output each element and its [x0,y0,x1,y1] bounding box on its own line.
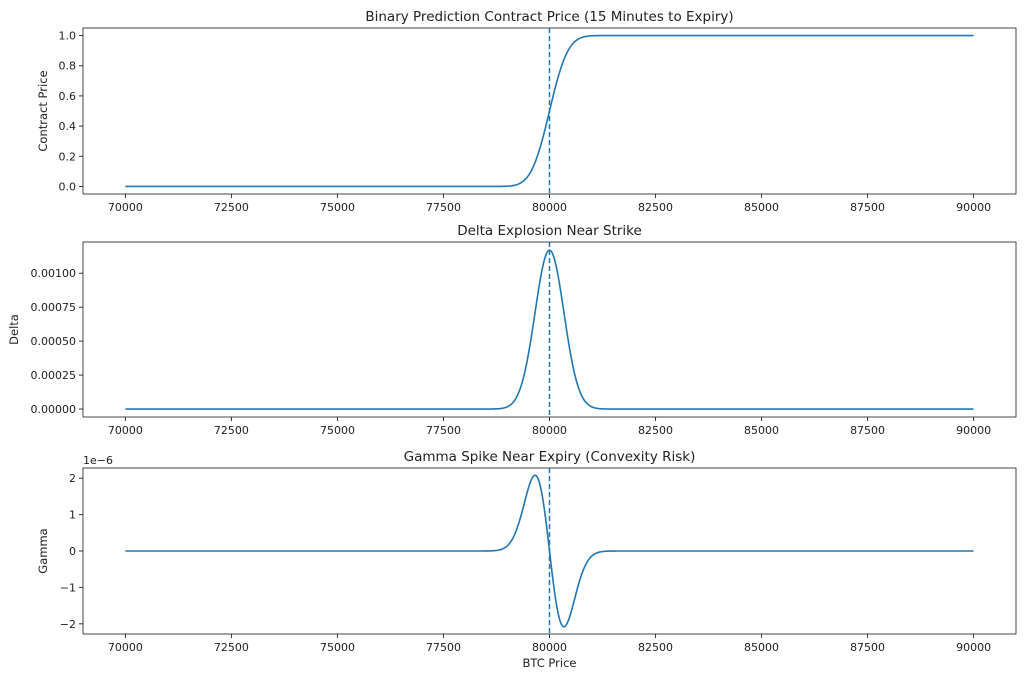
subplot-2: 70000 72500 75000 77500 80000 82500 85000 87500… [7,223,1017,437]
x-tick-label: 70000 [108,641,143,654]
y-tick-label: 0.0 [59,180,77,193]
x-axis-label: BTC Price [523,656,577,670]
x-tick-label: 87500 [850,641,885,654]
x-tick-label: 77500 [426,424,461,437]
y-tick-label: 0 [69,545,76,558]
x-tick-label: 72500 [214,641,249,654]
x-tick-label: 82500 [638,201,673,214]
x-tick-label: 80000 [532,201,567,214]
x-tick-label: 75000 [320,424,355,437]
x-tick-label: 72500 [214,424,249,437]
x-tick-label: 77500 [426,641,461,654]
subplot-title: Binary Prediction Contract Price (15 Min… [365,9,733,25]
x-tick-label: 80000 [532,424,567,437]
x-tick-label: 82500 [638,641,673,654]
y-axis-label: Gamma [36,528,50,573]
x-tick-label: 77500 [426,201,461,214]
y-tick-label: 0.8 [59,60,77,73]
x-tick-label: 75000 [320,641,355,654]
x-tick-label: 72500 [214,201,249,214]
y-tick-label: 2 [69,472,76,485]
y-offset-text: 1e−6 [83,454,113,467]
x-tick-label: 87500 [850,201,885,214]
subplot-title: Delta Explosion Near Strike [457,223,642,239]
x-tick-label: 70000 [108,424,143,437]
y-tick-label: 0.00050 [31,335,77,348]
x-tick-label: 70000 [108,201,143,214]
y-tick-label: −2 [60,618,76,631]
y-tick-label: −1 [60,581,76,594]
x-tick-label: 85000 [744,424,779,437]
x-tick-label: 82500 [638,424,673,437]
y-tick-label: 0.00075 [31,301,77,314]
x-tick-label: 80000 [532,641,567,654]
x-tick-label: 85000 [744,641,779,654]
x-tick-label: 90000 [956,641,991,654]
y-tick-label: 0.2 [59,150,77,163]
y-axis-label: Delta [7,314,21,345]
y-tick-label: 0.6 [59,90,77,103]
x-tick-label: 85000 [744,201,779,214]
x-tick-label: 87500 [850,424,885,437]
subplot-1: 70000 72500 75000 77500 80000 82500 85000 87500… [36,9,1017,214]
subplot-title: Gamma Spike Near Expiry (Convexity Risk) [404,449,696,465]
y-tick-label: 0.4 [59,120,77,133]
x-tick-label: 90000 [956,201,991,214]
y-tick-label: 0.00000 [31,403,77,416]
delta-line [125,249,974,410]
y-tick-label: 0.00100 [31,267,77,280]
y-tick-label: 0.00025 [31,369,77,382]
y-axis-label: Contract Price [36,70,50,151]
subplot-3: 70000 72500 75000 77500 80000 82500 85000 87500… [36,449,1017,670]
y-tick-label: 1 [69,509,76,522]
x-tick-label: 90000 [956,424,991,437]
x-tick-label: 75000 [320,201,355,214]
y-tick-label: 1.0 [59,30,77,43]
